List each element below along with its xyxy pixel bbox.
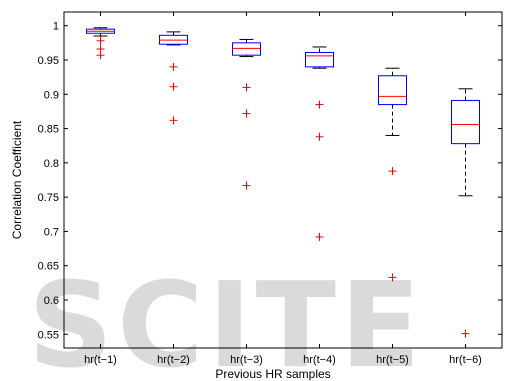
x-axis-label: Previous HR samples <box>215 367 330 381</box>
outlier-marker <box>315 100 324 109</box>
outlier-marker <box>96 36 105 45</box>
outlier-marker <box>169 116 178 125</box>
watermark-text: SCITE <box>28 256 425 381</box>
outlier-marker <box>461 329 470 338</box>
y-tick-label: 0.8 <box>44 158 59 170</box>
iqr-box <box>378 75 407 106</box>
y-tick-label: 1 <box>53 21 59 33</box>
axes-frame <box>63 11 503 349</box>
outlier-marker <box>169 62 178 71</box>
outlier-marker <box>388 273 397 282</box>
outlier-marker <box>169 82 178 91</box>
box-2 <box>159 31 188 125</box>
y-axis-ticks: 0.55 0.6 0.65 0.7 0.75 0.8 0.85 0.9 0.95 1 <box>38 21 502 341</box>
x-axis-ticks: hr(t−1) hr(t−2) hr(t−3) hr(t−4) hr(t−5) hr(t−… <box>84 12 482 366</box>
box-4 <box>305 46 334 241</box>
y-tick-label: 0.95 <box>38 55 59 67</box>
x-tick-label: hr(t−3) <box>230 354 263 366</box>
box-6 <box>451 88 480 338</box>
outlier-marker <box>242 109 251 118</box>
y-tick-label: 0.7 <box>44 226 59 238</box>
outlier-marker <box>242 83 251 92</box>
iqr-box <box>232 42 261 56</box>
outlier-marker <box>388 167 397 176</box>
x-tick-label: hr(t−4) <box>303 354 336 366</box>
box-3 <box>232 38 261 190</box>
outlier-marker <box>315 132 324 141</box>
outlier-marker <box>242 181 251 190</box>
y-tick-label: 0.75 <box>38 192 59 204</box>
outlier-marker <box>315 232 324 241</box>
y-tick-label: 0.85 <box>38 124 59 136</box>
y-tick-label: 0.9 <box>44 89 59 101</box>
iqr-box <box>305 51 334 68</box>
y-tick-label: 0.55 <box>38 329 59 341</box>
y-axis-label: Correlation Coefficient <box>10 120 24 239</box>
outlier-marker <box>96 51 105 60</box>
x-tick-label: hr(t−1) <box>84 354 117 366</box>
plot-area <box>63 11 503 349</box>
box-1 <box>86 27 115 60</box>
x-tick-label: hr(t−2) <box>157 354 190 366</box>
y-tick-label: 0.6 <box>44 295 59 307</box>
x-tick-label: hr(t−6) <box>449 354 482 366</box>
box-5 <box>378 67 407 282</box>
y-tick-label: 0.65 <box>38 261 59 273</box>
iqr-box <box>451 99 480 145</box>
x-tick-label: hr(t−5) <box>376 354 409 366</box>
